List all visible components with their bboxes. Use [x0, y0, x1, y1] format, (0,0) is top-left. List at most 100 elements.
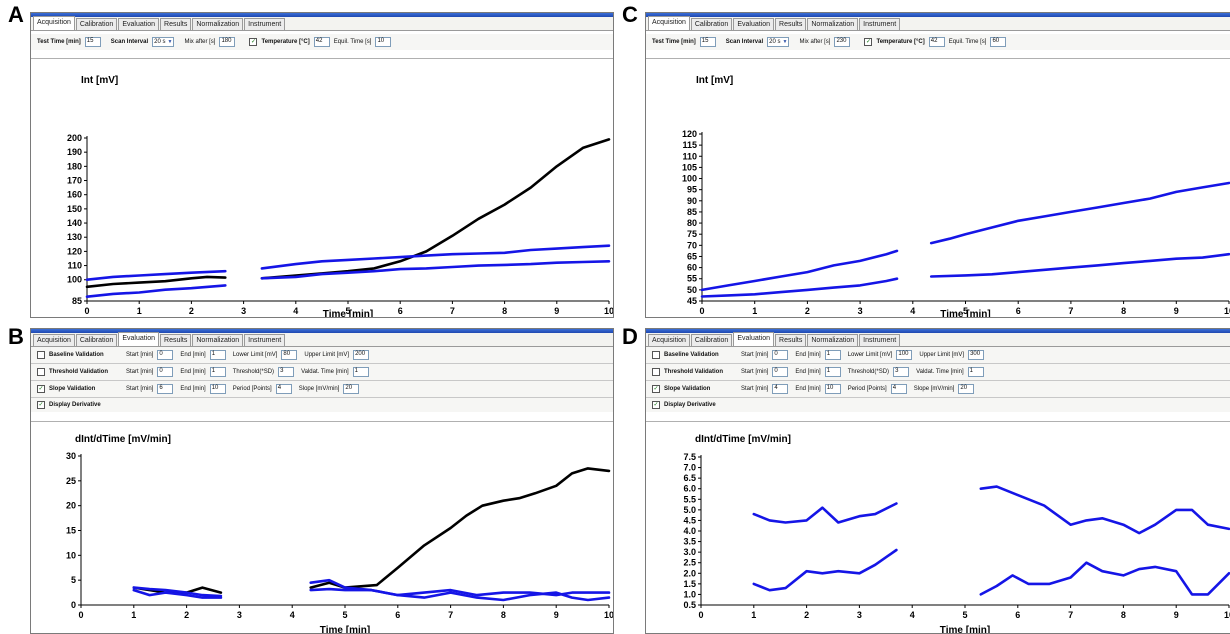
threshold-validation-checkbox[interactable] [652, 368, 660, 376]
start-min-field[interactable]: 0 [157, 367, 174, 377]
series-1-segment-0-line [85, 269, 227, 281]
end-min-field[interactable]: 10 [209, 384, 226, 394]
y-tick-label: 1.0 [683, 589, 696, 599]
period-points-field[interactable]: 4 [275, 384, 292, 394]
baseline-validation-checkbox[interactable] [652, 351, 660, 359]
slope-validation-label: Slope Validation [49, 386, 96, 392]
end-min-label: End [min] [795, 369, 821, 375]
x-tick-label: 1 [137, 306, 142, 316]
upper-limit-mv-label: Upper Limit [mV] [919, 352, 965, 358]
y-tick-label: 200 [67, 133, 82, 143]
start-min-field[interactable]: 0 [157, 350, 174, 360]
threshold-validation-checkbox[interactable] [37, 368, 45, 376]
x-tick-label: 5 [963, 306, 968, 316]
temperature-checkbox[interactable]: ✓ [249, 38, 258, 46]
x-tick-label: 6 [398, 306, 403, 316]
slope-validation-checkbox[interactable]: ✓ [37, 385, 45, 393]
end-min-field[interactable]: 1 [824, 350, 841, 360]
x-tick-label: 8 [1121, 610, 1126, 620]
slope-mv-min-field[interactable]: 20 [343, 384, 360, 394]
y-tick-label: 85 [72, 296, 82, 306]
tab-acquisition[interactable]: Acquisition [648, 334, 690, 346]
y-tick-label: 5.5 [683, 494, 696, 504]
y-tick-label: 5 [71, 575, 76, 585]
equil-time-field[interactable]: 10 [375, 37, 392, 47]
tab-normalization[interactable]: Normalization [192, 18, 244, 30]
temperature-field[interactable]: 42 [313, 37, 330, 47]
y-tick-label: 105 [682, 162, 697, 172]
x-tick-label: 10 [1224, 610, 1230, 620]
tab-calibration[interactable]: Calibration [690, 334, 733, 346]
start-min-label: Start [min] [126, 386, 154, 392]
end-min-field[interactable]: 10 [824, 384, 841, 394]
panel-label-b: B [8, 324, 24, 349]
baseline-validation-label: Baseline Validation [664, 352, 719, 358]
temperature-checkbox[interactable]: ✓ [864, 38, 873, 46]
panel-label-c: C [622, 2, 638, 27]
tab-evaluation[interactable]: Evaluation [733, 18, 775, 30]
x-tick-label: 6 [1015, 610, 1020, 620]
threshold-sd-field[interactable]: 3 [278, 367, 295, 377]
tab-instrument[interactable]: Instrument [859, 334, 901, 346]
display-derivative-checkbox[interactable]: ✓ [37, 401, 45, 409]
x-tick-label: 5 [345, 306, 350, 316]
tab-instrument[interactable]: Instrument [859, 18, 901, 30]
scan-interval-select[interactable]: 20 s ▼ [767, 37, 790, 47]
tab-calibration[interactable]: Calibration [75, 18, 118, 30]
tab-acquisition[interactable]: Acquisition [33, 334, 75, 346]
tab-evaluation[interactable]: Evaluation [118, 18, 160, 30]
tab-results[interactable]: Results [775, 334, 807, 346]
mix-after-field[interactable]: 180 [219, 37, 236, 47]
temperature-field[interactable]: 42 [928, 37, 945, 47]
temperature-label: Temperature [°C] [261, 39, 310, 45]
tab-results[interactable]: Results [160, 334, 192, 346]
start-min-field[interactable]: 6 [157, 384, 174, 394]
test-time-field[interactable]: 15 [699, 37, 716, 47]
threshold-validation-row: Threshold Validation Start [min] 0 End [min… [646, 363, 1230, 380]
valdat-time-min-field[interactable]: 1 [967, 367, 984, 377]
tab-acquisition[interactable]: Acquisition [33, 16, 75, 30]
lower-limit-mv-field[interactable]: 80 [281, 350, 298, 360]
tab-instrument[interactable]: Instrument [244, 334, 286, 346]
tab-normalization[interactable]: Normalization [192, 334, 244, 346]
upper-limit-mv-field[interactable]: 300 [968, 350, 985, 360]
end-min-field[interactable]: 1 [209, 350, 226, 360]
tab-normalization[interactable]: Normalization [807, 18, 859, 30]
end-min-field[interactable]: 1 [824, 367, 841, 377]
tab-evaluation[interactable]: Evaluation [733, 332, 775, 346]
slope-validation-checkbox[interactable]: ✓ [652, 385, 660, 393]
tab-bar: Acquisition Calibration Evaluation Results N… [646, 332, 1230, 347]
mix-after-field[interactable]: 230 [834, 37, 851, 47]
equil-time-field[interactable]: 60 [990, 37, 1007, 47]
x-tick-label: 9 [1174, 306, 1179, 316]
tab-instrument[interactable]: Instrument [244, 18, 286, 30]
tab-evaluation[interactable]: Evaluation [118, 332, 160, 346]
start-min-field[interactable]: 4 [772, 384, 789, 394]
threshold-sd-field[interactable]: 3 [893, 367, 910, 377]
baseline-validation-checkbox[interactable] [37, 351, 45, 359]
y-axis-label: Int [mV] [81, 75, 118, 86]
display-derivative-checkbox[interactable]: ✓ [652, 401, 660, 409]
valdat-time-min-field[interactable]: 1 [352, 367, 369, 377]
y-tick-label: 80 [687, 218, 697, 228]
tab-results[interactable]: Results [160, 18, 192, 30]
test-time-field[interactable]: 15 [84, 37, 101, 47]
tab-calibration[interactable]: Calibration [75, 334, 118, 346]
baseline-validation-row: Baseline Validation Start [min] 0 End [min]… [31, 347, 613, 363]
upper-limit-mv-field[interactable]: 200 [353, 350, 370, 360]
scan-interval-select[interactable]: 20 s ▼ [152, 37, 175, 47]
tab-acquisition[interactable]: Acquisition [648, 16, 690, 30]
panel-d-evaluation: Acquisition Calibration Evaluation Results N… [645, 328, 1230, 634]
x-tick-label: 10 [604, 610, 614, 620]
start-min-field[interactable]: 0 [772, 367, 789, 377]
x-tick-label: 4 [910, 306, 915, 316]
lower-limit-mv-field[interactable]: 100 [896, 350, 913, 360]
period-points-field[interactable]: 4 [890, 384, 907, 394]
tab-normalization[interactable]: Normalization [807, 334, 859, 346]
tab-results[interactable]: Results [775, 18, 807, 30]
tab-calibration[interactable]: Calibration [690, 18, 733, 30]
end-min-field[interactable]: 1 [209, 367, 226, 377]
slope-mv-min-field[interactable]: 20 [958, 384, 975, 394]
start-min-field[interactable]: 0 [772, 350, 789, 360]
